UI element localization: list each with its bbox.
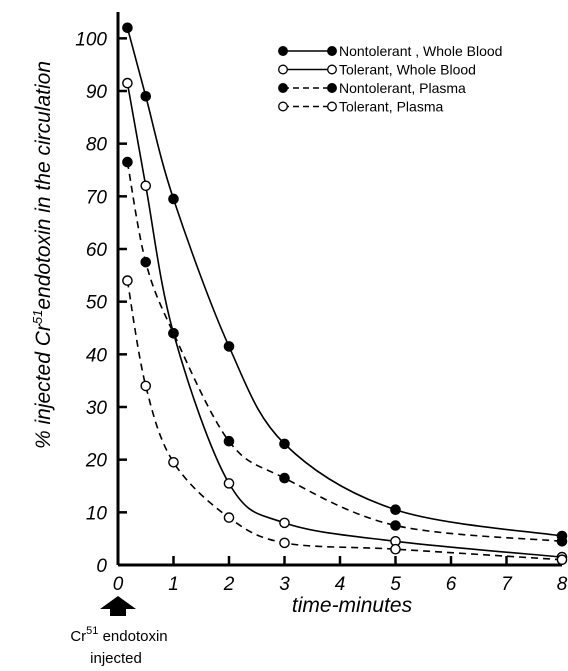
data-point [556,536,568,547]
series-4 [122,275,568,566]
y-axis-label-sup: 51 [30,310,45,324]
legend-marker [278,101,288,112]
data-point [279,438,290,450]
data-point [122,156,133,168]
data-point [223,512,235,523]
y-tick-label: 40 [86,345,108,366]
data-point [140,256,152,268]
legend-entry: Nontolerant , Whole Blood [278,43,502,59]
x-tick-label: 8 [557,574,568,595]
series-line [126,280,563,561]
data-point [122,275,133,286]
legend-marker [327,101,337,112]
legend-label: Nontolerant , Whole Blood [339,43,502,59]
y-tick-label: 100 [75,29,107,50]
x-tick-label: 1 [168,574,179,595]
injection-annotation: Cr51 endotoxin injected [70,596,168,667]
x-tick-label: 7 [501,574,513,595]
y-tick-label: 90 [86,82,108,103]
data-point [279,517,290,529]
legend-marker [278,64,288,75]
data-point [168,327,179,339]
series-line [126,27,563,537]
legend-marker [278,83,288,93]
data-point [168,193,179,205]
y-tick-label: 60 [86,240,108,261]
data-point [279,472,290,484]
annotation-line2: injected [90,650,142,667]
data-point [122,77,133,89]
annotation-line1: Cr51 endotoxin [70,625,167,645]
x-axis-label: time-minutes [292,594,413,617]
series-2 [122,77,568,563]
legend-entry: Tolerant, Whole Blood [278,62,476,78]
legend-marker [327,83,337,93]
y-tick-label: 50 [86,293,108,314]
series-line [126,161,563,543]
legend-marker [278,46,288,56]
y-tick-label: 70 [86,187,108,208]
data-point [390,543,401,555]
annotation-cr: Cr [70,628,86,645]
x-tick-label: 2 [223,574,235,595]
legend-entry: Nontolerant, Plasma [278,80,466,96]
data-point [223,341,235,352]
injection-arrow-icon [100,596,136,616]
y-axis-label: % injected Cr51endotoxin in the circulat… [30,61,55,449]
data-point [556,554,568,566]
x-tick-label: 3 [279,574,290,595]
legend-marker [327,64,337,75]
annotation-rest: endotoxin [98,628,167,645]
y-axis-label-main: % injected Cr [32,323,55,449]
data-point [390,520,401,531]
legend-label: Tolerant, Whole Blood [339,62,476,78]
data-point [140,380,152,392]
legend-entry: Tolerant, Plasma [278,99,443,115]
y-axis-label-rest: endotoxin in the circulation [32,61,55,310]
annotation-sup: 51 [86,625,98,637]
x-tick-label: 0 [113,574,124,595]
data-point [122,22,133,34]
data-point [140,90,152,102]
series-1 [122,22,568,542]
series-3 [122,156,568,547]
y-tick-label: 30 [86,398,108,419]
series-layer [122,22,568,566]
x-tick-label: 5 [390,574,401,595]
x-tick-label: 4 [335,574,346,595]
x-tick-label: 6 [446,574,457,595]
data-point [223,478,235,489]
legend-label: Tolerant, Plasma [339,99,443,115]
data-point [390,504,401,516]
legend: Nontolerant , Whole Blood Tolerant, Whole… [278,43,502,115]
legend-label: Nontolerant, Plasma [339,80,466,96]
data-point [140,180,152,192]
data-point [279,537,290,549]
data-point [223,435,235,447]
y-tick-label: 0 [96,556,107,577]
axes: 0 10 20 30 40 50 60 70 80 90 100 0 1 2 3 4 5 6 7 8 [75,12,568,595]
data-point [168,456,179,468]
y-tick-label: 10 [86,503,108,524]
legend-marker [327,46,337,56]
y-tick-label: 20 [85,451,108,472]
y-tick-label: 80 [86,135,108,156]
